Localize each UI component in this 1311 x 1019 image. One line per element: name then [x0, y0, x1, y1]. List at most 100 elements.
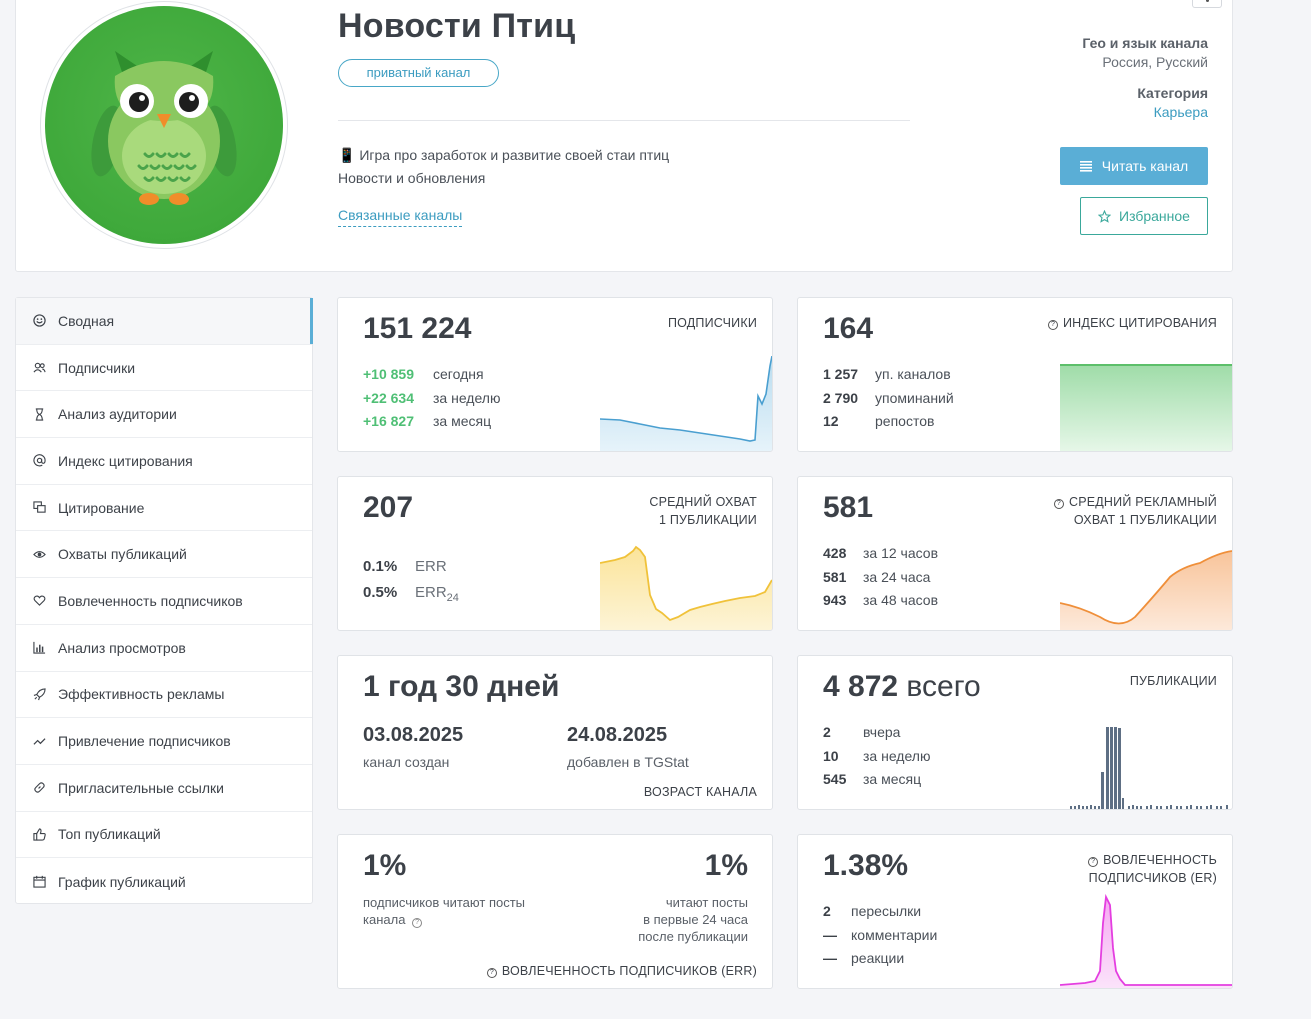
favorite-label: Избранное [1119, 208, 1190, 224]
citation-index-card[interactable]: 164 ? ИНДЕКС ЦИТИРОВАНИЯ 1 257 уп. каналов… [797, 297, 1233, 452]
sidebar-item-label: Охваты публикаций [58, 546, 187, 563]
avg-reach-card[interactable]: 207 СРЕДНИЙ ОХВАТ 1 ПУБЛИКАЦИИ 0.1% ERR 0.… [337, 476, 773, 631]
quote-icon [32, 501, 46, 515]
sidebar-item-acquisition[interactable]: Привлечение подписчиков [16, 718, 312, 765]
sidebar-item-label: Индекс цитирования [58, 452, 193, 469]
sidebar-item-subscribers[interactable]: Подписчики [16, 345, 312, 392]
avg-reach-tag: СРЕДНИЙ ОХВАТ 1 ПУБЛИКАЦИИ [649, 495, 757, 527]
hourglass-icon [32, 407, 46, 421]
help-icon: ? [1053, 499, 1064, 509]
added-label: добавлен в TGStat [567, 754, 689, 770]
sidebar-item-label: Цитирование [58, 499, 145, 516]
stat-row: 581 за 24 часа [823, 569, 931, 585]
sidebar-item-engagement[interactable]: Вовлеченность подписчиков [16, 578, 312, 625]
channel-header-card: Новости Птиц приватный канал 📱 Игра про … [15, 0, 1233, 272]
channel-age-value: 1 год 30 дней [363, 670, 560, 703]
sidebar-item-label: График публикаций [58, 873, 186, 890]
stat-row: 2 790 упоминаний [823, 390, 954, 406]
sidebar-item-label: Пригласительные ссылки [58, 779, 224, 796]
sidebar-item-schedule[interactable]: График публикаций [16, 858, 312, 905]
sidebar-item-label: Анализ аудитории [58, 406, 177, 423]
ad-reach-tag: ? СРЕДНИЙ РЕКЛАМНЫЙ ОХВАТ 1 ПУБЛИКАЦИИ [1053, 493, 1217, 529]
calendar-icon [32, 875, 46, 889]
er-value: 1.38% [823, 849, 909, 882]
sidebar-item-ad-efficiency[interactable]: Эффективность рекламы [16, 672, 312, 719]
stat-row: 12 репостов [823, 413, 935, 429]
sidebar-item-label: Вовлеченность подписчиков [58, 592, 243, 609]
avg-reach-value: 207 [363, 491, 414, 524]
err-card[interactable]: 1% подписчиков читают посты канала ? 1% ч… [337, 834, 773, 989]
category-link[interactable]: Карьера [1153, 104, 1208, 120]
summary-icon [32, 314, 46, 328]
err-tag: ? ВОВЛЕЧЕННОСТЬ ПОДПИСЧИКОВ (ERR) [486, 962, 757, 980]
posts-histogram [1070, 727, 1228, 809]
bar-chart-icon [32, 641, 46, 655]
owl-avatar-icon [91, 51, 237, 205]
channel-title: Новости Птиц [338, 7, 576, 45]
sidebar-item-label: Подписчики [58, 359, 136, 376]
eye-icon [32, 547, 46, 561]
header-divider [338, 120, 910, 121]
stat-row: 545 за месяц [823, 771, 922, 787]
subscribers-card[interactable]: 151 224 ПОДПИСЧИКИ +10 859 сегодня +22 63… [337, 297, 773, 452]
read-channel-button[interactable]: Читать канал [1060, 147, 1208, 185]
sidebar-item-summary[interactable]: Сводная [16, 298, 313, 345]
private-channel-badge: приватный канал [338, 59, 499, 87]
subscribers-tag: ПОДПИСЧИКИ [667, 316, 757, 330]
sidebar-nav: Сводная Подписчики Анализ аудитории Инде… [15, 297, 313, 904]
help-icon: ? [412, 918, 423, 928]
subscribers-count: 151 224 [363, 312, 472, 345]
ad-reach-card[interactable]: 581 ? СРЕДНИЙ РЕКЛАМНЫЙ ОХВАТ 1 ПУБЛИКАЦИИ… [797, 476, 1233, 631]
err-left-caption: подписчиков читают посты канала ? [363, 895, 526, 928]
er-card[interactable]: 1.38% ? ВОВЛЕЧЕННОСТЬ ПОДПИСЧИКОВ (ER) 2 пе… [797, 834, 1233, 989]
help-icon: ? [1048, 320, 1058, 330]
stat-row: 10 за неделю [823, 748, 931, 764]
sidebar-item-label: Привлечение подписчиков [58, 733, 231, 750]
sidebar-item-views[interactable]: Анализ просмотров [16, 625, 312, 672]
sidebar-item-label: Анализ просмотров [58, 639, 186, 656]
citation-sparkline [1060, 364, 1232, 451]
err-left-value: 1% [363, 849, 407, 882]
posts-card[interactable]: 4 872 всего ПУБЛИКАЦИИ 2 вчера 10 за недел… [797, 655, 1233, 810]
err-row: 0.1% ERR [363, 558, 447, 575]
channel-age-tag: ВОЗРАСТ КАНАЛА [643, 785, 757, 799]
more-menu-button[interactable] [1192, 0, 1222, 8]
stat-row: +22 634 за неделю [363, 390, 501, 406]
heart-icon [32, 594, 46, 608]
channel-avatar [40, 1, 288, 249]
posts-count: 4 872 всего [823, 670, 981, 703]
stat-row: — реакции [823, 950, 905, 966]
channel-age-card[interactable]: 1 год 30 дней 03.08.2025 канал создан 24… [337, 655, 773, 810]
citation-index-tag: ? ИНДЕКС ЦИТИРОВАНИЯ [1048, 314, 1217, 332]
channel-description-line: Новости и обновления [338, 170, 486, 186]
er-sparkline [1060, 893, 1232, 988]
related-channels-link[interactable]: Связанные каналы [338, 207, 463, 227]
help-icon: ? [1088, 857, 1099, 867]
link-icon [32, 781, 46, 795]
stat-row: +10 859 сегодня [363, 366, 484, 382]
favorite-button[interactable]: Избранное [1080, 197, 1208, 235]
at-icon [32, 454, 46, 468]
stat-row: 2 пересылки [823, 903, 922, 919]
sidebar-item-label: Топ публикаций [58, 826, 161, 843]
geo-label: Гео и язык канала [1082, 35, 1208, 51]
err-right-caption: читают посты в первые 24 часа после публик… [638, 895, 748, 944]
stat-row: 2 вчера [823, 724, 901, 740]
stat-row: — комментарии [823, 927, 938, 943]
created-date: 03.08.2025 [363, 724, 464, 746]
sidebar-item-audience[interactable]: Анализ аудитории [16, 391, 312, 439]
err-right-value: 1% [704, 849, 748, 882]
sidebar-item-citation-index[interactable]: Индекс цитирования [16, 438, 312, 485]
read-channel-label: Читать канал [1101, 158, 1189, 174]
stat-row: 428 за 12 часов [823, 545, 939, 561]
sidebar-item-reach[interactable]: Охваты публикаций [16, 531, 312, 579]
users-icon [32, 361, 46, 375]
sidebar-item-citations[interactable]: Цитирование [16, 485, 312, 532]
sidebar-item-top-posts[interactable]: Топ публикаций [16, 812, 312, 859]
category-label: Категория [1137, 85, 1208, 101]
sidebar-item-invite-links[interactable]: Пригласительные ссылки [16, 765, 312, 812]
added-date: 24.08.2025 [567, 724, 668, 746]
list-icon [1079, 161, 1092, 172]
citation-index-value: 164 [823, 312, 874, 345]
err24-row: 0.5% ERR24 [363, 584, 459, 604]
